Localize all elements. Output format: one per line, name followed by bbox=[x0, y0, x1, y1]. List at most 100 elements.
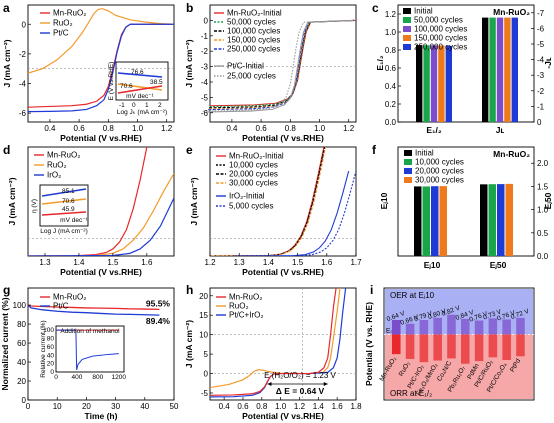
plot-frame bbox=[209, 4, 357, 123]
bar bbox=[422, 186, 430, 256]
y-tick-label: 0.8 bbox=[385, 46, 397, 55]
inset-x-tick-label: 1 bbox=[145, 102, 149, 109]
inset-y-tick-label: 100 bbox=[43, 327, 54, 334]
y-tick-label: 0.2 bbox=[385, 100, 397, 109]
x-tick-label: 0.6 bbox=[237, 402, 249, 411]
y-tick-label: 100 bbox=[13, 301, 27, 310]
series-line bbox=[210, 288, 337, 396]
x-tick-label: 1.0 bbox=[132, 124, 144, 133]
legend-label: Initial bbox=[414, 7, 433, 16]
y-right-tick-label: 0.5 bbox=[537, 229, 549, 238]
legend-swatch bbox=[403, 35, 411, 41]
x-axis-label: Time (h) bbox=[85, 411, 118, 421]
oer-bar bbox=[474, 320, 484, 335]
y-right-tick-label: -7 bbox=[537, 9, 545, 18]
series-line bbox=[208, 19, 355, 111]
panel-label: e bbox=[186, 143, 193, 157]
panel-label: d bbox=[3, 143, 10, 157]
panel-b: 0.4 0.6 0.8 1.0 1.2 0 -1 -2 -3 -4 -5 -6 Potential (V… bbox=[184, 1, 357, 143]
legend-label: 100,000 cycles bbox=[227, 27, 280, 36]
inset-line bbox=[41, 198, 87, 205]
x-axis-label: Potential (V vs.RHE) bbox=[60, 133, 142, 143]
legend-label: 10,000 cycles bbox=[229, 161, 278, 170]
y-right-tick-label: 2.0 bbox=[537, 159, 549, 168]
bar bbox=[430, 45, 438, 122]
panel-label: c bbox=[372, 1, 379, 15]
legend-swatch bbox=[404, 159, 412, 165]
series-line bbox=[234, 170, 350, 256]
x-category-label: Eⱼ10 bbox=[424, 260, 441, 270]
orr-label: ORR at E₁/₂ bbox=[390, 389, 432, 398]
corner-label: Mn-RuO₂ bbox=[493, 7, 530, 17]
legend-label: Pt/C bbox=[53, 302, 69, 311]
x-tick-label: 50 bbox=[170, 402, 179, 411]
inset-frame bbox=[55, 325, 125, 373]
legend-label: Initial bbox=[415, 149, 434, 158]
x-tick-label: 20 bbox=[82, 402, 91, 411]
inset-line bbox=[117, 83, 163, 91]
y-right-tick-label: 1.5 bbox=[537, 182, 549, 191]
x-tick-label: 1.0 bbox=[275, 402, 287, 411]
series-line bbox=[211, 147, 327, 256]
series-line bbox=[27, 304, 160, 316]
clipped-series bbox=[28, 147, 174, 256]
x-category-label: Jʟ bbox=[496, 125, 505, 135]
y-axis-label: Eⱼ50 bbox=[543, 192, 553, 209]
end-value-label: 95.5% bbox=[146, 298, 171, 308]
orr-bar bbox=[516, 334, 525, 357]
inset-x-tick-label: 0 bbox=[132, 102, 136, 109]
inset-frame bbox=[115, 61, 169, 101]
bar bbox=[480, 184, 488, 256]
legend-label: 30,000 cycles bbox=[229, 179, 278, 188]
bar bbox=[416, 45, 423, 122]
inset-x-tick-label: -1 bbox=[119, 102, 125, 109]
legend-label: 50,000 cycles bbox=[414, 16, 463, 25]
inset-y-tick-label: 20 bbox=[47, 361, 55, 368]
panel-f: 0.0 0.5 1.0 1.5 2.0 Eⱼ10 Eⱼ50 Eⱼ10 Eⱼ50 f Initial1… bbox=[372, 143, 553, 270]
x-axis-label: Potential (V vs.RHE) bbox=[242, 411, 324, 421]
oer-bar bbox=[433, 317, 442, 335]
x-tick-label: 0.4 bbox=[44, 124, 56, 133]
y-tick-label: 20 bbox=[17, 377, 26, 386]
y-tick-label: 0 bbox=[22, 20, 27, 29]
x-tick-label: 1.6 bbox=[141, 258, 153, 267]
series-line bbox=[210, 288, 341, 389]
orr-bar bbox=[447, 334, 456, 359]
x-category-label: Eⱼ50 bbox=[490, 260, 507, 270]
series-line bbox=[27, 304, 160, 311]
x-tick-label: 0.8 bbox=[285, 124, 297, 133]
y-tick-label: -6 bbox=[19, 109, 27, 118]
legend-label: 20,000 cycles bbox=[229, 170, 278, 179]
x-tick-label: 1.3 bbox=[39, 258, 51, 267]
x-axis-label: Potential (V vs.RHE) bbox=[60, 267, 142, 277]
x-tick-label: 1.8 bbox=[350, 402, 362, 411]
inset-slope-label: 76.6 bbox=[131, 69, 144, 76]
legend-label: RuO₂ bbox=[47, 161, 67, 170]
inset-y-tick-label: 60 bbox=[47, 344, 55, 351]
legend-label: Pt/C-Initial bbox=[227, 62, 264, 71]
annotation-delta-e: Δ E = 0.64 V bbox=[276, 386, 325, 396]
arrow-head bbox=[323, 382, 328, 386]
orr-bar bbox=[502, 334, 511, 360]
panel-label: i bbox=[370, 283, 373, 297]
bar bbox=[439, 186, 447, 256]
y-right-tick-label: 1.0 bbox=[537, 206, 549, 215]
plot-frame bbox=[27, 287, 175, 401]
x-tick-label: 0 bbox=[26, 402, 31, 411]
inset-frame bbox=[39, 184, 89, 227]
bar bbox=[489, 17, 496, 123]
x-tick-label: 1.4 bbox=[263, 258, 275, 267]
oer-bar bbox=[419, 320, 429, 335]
y-right-tick-label: 0.0 bbox=[537, 252, 549, 261]
legend-label: 150,000 cycles bbox=[227, 36, 280, 45]
y-tick-label: 0.0 bbox=[385, 118, 397, 127]
bar bbox=[496, 17, 504, 123]
x-tick-label: 1.5 bbox=[107, 258, 119, 267]
y-right-tick-label: -3 bbox=[537, 71, 545, 80]
orr-bar bbox=[405, 334, 415, 359]
y-tick-label: 80 bbox=[17, 320, 26, 329]
bar bbox=[505, 183, 513, 256]
inset-title: Addition of methanol bbox=[60, 328, 120, 335]
inset-y-tick-label: 40 bbox=[47, 352, 55, 359]
orr-bar bbox=[419, 334, 429, 363]
